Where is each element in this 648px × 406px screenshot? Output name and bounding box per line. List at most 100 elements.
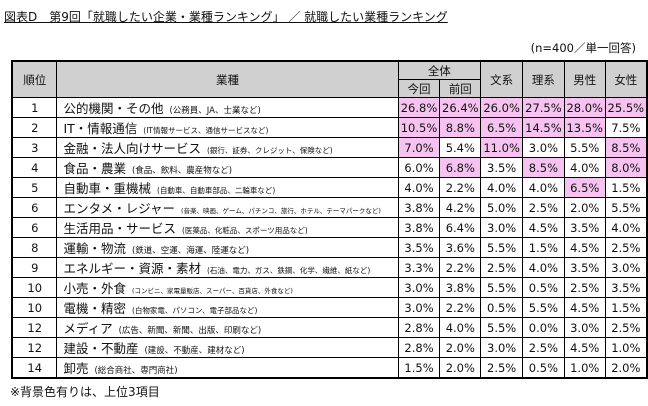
value-cell-current: 3.5%: [397, 237, 441, 258]
value-cell-science: 0.5%: [522, 277, 565, 298]
industry-cell: 卸売 (総合商社、専門商社): [56, 357, 399, 379]
industry-name: 運輸・物流: [63, 241, 126, 256]
value-cell-humanities: 5.5%: [480, 277, 524, 298]
value-cell-male: 4.5%: [563, 337, 606, 358]
value-cell-humanities: 26.0%: [480, 97, 524, 118]
value-cell-current: 10.5%: [397, 117, 441, 138]
value-cell-science: 5.5%: [522, 297, 565, 318]
value-cell-male: 3.5%: [563, 257, 606, 278]
value-cell-female: 8.5%: [604, 137, 648, 158]
value-cell-previous: 2.2%: [439, 177, 482, 198]
value-cell-current: 3.3%: [397, 257, 441, 278]
value-cell-science: 4.0%: [522, 177, 565, 198]
industry-name: 自動車・重機械: [63, 181, 151, 196]
industry-cell: エンタメ・レジャー (音楽、映画、ゲーム、パチンコ、旅行、ホテル、テーマパークなど…: [56, 197, 399, 218]
value-cell-previous: 2.0%: [439, 357, 482, 379]
header-humanities: 文系: [480, 60, 524, 98]
header-previous: 前回: [439, 79, 482, 98]
table-row: 1 公的機関・その他 (公務員、JA、士業など) 26.8% 26.4% 26.0% 27.…: [11, 97, 648, 118]
industry-examples: (建設、不動産、建材など): [144, 346, 245, 356]
rank-cell: 14: [11, 357, 58, 379]
header-current: 今回: [397, 79, 441, 98]
value-cell-humanities: 2.5%: [480, 257, 524, 278]
value-cell-humanities: 2.5%: [480, 357, 524, 379]
header-rank: 順位: [11, 60, 58, 98]
rank-cell: 12: [11, 337, 58, 358]
value-cell-science: 2.5%: [522, 337, 565, 358]
value-cell-female: 25.5%: [604, 97, 648, 118]
value-cell-previous: 6.8%: [439, 157, 482, 178]
value-cell-female: 3.5%: [604, 277, 648, 298]
value-cell-previous: 3.8%: [439, 277, 482, 298]
industry-examples: (石油、電力、ガス、鉄鋼、化学、繊維、紙など): [206, 266, 371, 275]
value-cell-science: 4.0%: [522, 257, 565, 278]
value-cell-current: 7.0%: [397, 137, 441, 158]
value-cell-male: 3.0%: [563, 317, 606, 338]
value-cell-current: 1.5%: [397, 357, 441, 379]
value-cell-current: 3.0%: [397, 297, 441, 318]
value-cell-female: 3.0%: [604, 257, 648, 278]
table-row: 6 生活用品・サービス (医薬品、化粧品、スポーツ用品など) 3.8% 6.4% 3.0%…: [11, 217, 648, 238]
rank-cell: 9: [11, 257, 58, 278]
rank-cell: 10: [11, 277, 58, 298]
value-cell-male: 4.5%: [563, 297, 606, 318]
value-cell-current: 26.8%: [397, 97, 441, 118]
table-row: 4 食品・農業 (食品、飲料、農産物など) 6.0% 6.8% 3.5% 8.5% 4.0% 8…: [11, 157, 648, 178]
value-cell-male: 2.5%: [563, 277, 606, 298]
value-cell-science: 0.0%: [522, 317, 565, 338]
industry-cell: 公的機関・その他 (公務員、JA、士業など): [56, 97, 399, 118]
value-cell-humanities: 3.0%: [480, 217, 524, 238]
industry-name: 建設・不動産: [63, 341, 139, 356]
industry-cell: 金融・法人向けサービス (銀行、証券、クレジット、保険など): [56, 137, 399, 158]
industry-name: 食品・農業: [63, 161, 126, 176]
industry-cell: IT・情報通信 (IT情報サービス、通信サービスなど): [56, 117, 399, 138]
value-cell-science: 3.0%: [522, 137, 565, 158]
rank-cell: 1: [11, 97, 58, 118]
table-row: 10 小売・外食 (コンビニ、家電量販店、スーパー、百貨店、外食など) 3.0% 3.8…: [11, 277, 648, 298]
table-row: 3 金融・法人向けサービス (銀行、証券、クレジット、保険など) 7.0% 5.4% 11…: [11, 137, 648, 158]
value-cell-current: 2.8%: [397, 317, 441, 338]
value-cell-humanities: 5.5%: [480, 237, 524, 258]
table-row: 2 IT・情報通信 (IT情報サービス、通信サービスなど) 10.5% 8.8% 6.5%…: [11, 117, 648, 138]
value-cell-female: 8.0%: [604, 157, 648, 178]
industry-cell: 食品・農業 (食品、飲料、農産物など): [56, 157, 399, 178]
value-cell-female: 1.0%: [604, 337, 648, 358]
header-science: 理系: [522, 60, 565, 98]
table-row: 6 エンタメ・レジャー (音楽、映画、ゲーム、パチンコ、旅行、ホテル、テーマパークな…: [11, 197, 648, 218]
value-cell-science: 0.5%: [522, 357, 565, 379]
industry-examples: (IT情報サービス、通信サービスなど): [143, 126, 269, 135]
header-female: 女性: [604, 60, 648, 98]
value-cell-previous: 3.6%: [439, 237, 482, 258]
table-row: 5 自動車・重機械 (自動車、自動車部品、二輪車など) 4.0% 2.2% 4.0% 4.0…: [11, 177, 648, 198]
chart-title: 図表D 第9回「就職したい企業・業種ランキング」 ／ 就職したい業種ランキング: [4, 10, 448, 24]
value-cell-humanities: 5.0%: [480, 197, 524, 218]
value-cell-humanities: 6.5%: [480, 117, 524, 138]
value-cell-male: 13.5%: [563, 117, 606, 138]
industry-cell: 電機・精密 (白物家電、パソコン、電子部品など): [56, 297, 399, 318]
footnote: ※背景色有りは、上位3項目: [10, 385, 160, 399]
industry-name: 金融・法人向けサービス: [63, 141, 201, 156]
value-cell-humanities: 3.0%: [480, 337, 524, 358]
value-cell-female: 1.5%: [604, 177, 648, 198]
value-cell-science: 8.5%: [522, 157, 565, 178]
industry-name: メディア: [63, 321, 113, 336]
rank-cell: 10: [11, 297, 58, 318]
industry-name: 電機・精密: [63, 301, 126, 316]
table-row: 14 卸売 (総合商社、専門商社) 1.5% 2.0% 2.5% 0.5% 1.0% 2.0%: [11, 357, 648, 379]
header-industry: 業種: [56, 60, 399, 98]
rank-cell: 3: [11, 137, 58, 158]
value-cell-male: 5.5%: [563, 137, 606, 158]
value-cell-science: 1.5%: [522, 237, 565, 258]
industry-name: エネルギー・資源・素材: [63, 261, 201, 276]
value-cell-previous: 26.4%: [439, 97, 482, 118]
industry-examples: (自動車、自動車部品、二輪車など): [156, 186, 276, 195]
industry-name: IT・情報通信: [63, 121, 138, 136]
value-cell-female: 2.0%: [604, 357, 648, 379]
value-cell-female: 1.5%: [604, 297, 648, 318]
value-cell-female: 2.5%: [604, 237, 648, 258]
table-row: 12 建設・不動産 (建設、不動産、建材など) 2.8% 2.0% 3.0% 2.5% 4.5…: [11, 337, 648, 358]
industry-name: 生活用品・サービス: [63, 221, 176, 236]
value-cell-humanities: 0.5%: [480, 297, 524, 318]
value-cell-male: 28.0%: [563, 97, 606, 118]
rank-cell: 6: [11, 217, 58, 238]
